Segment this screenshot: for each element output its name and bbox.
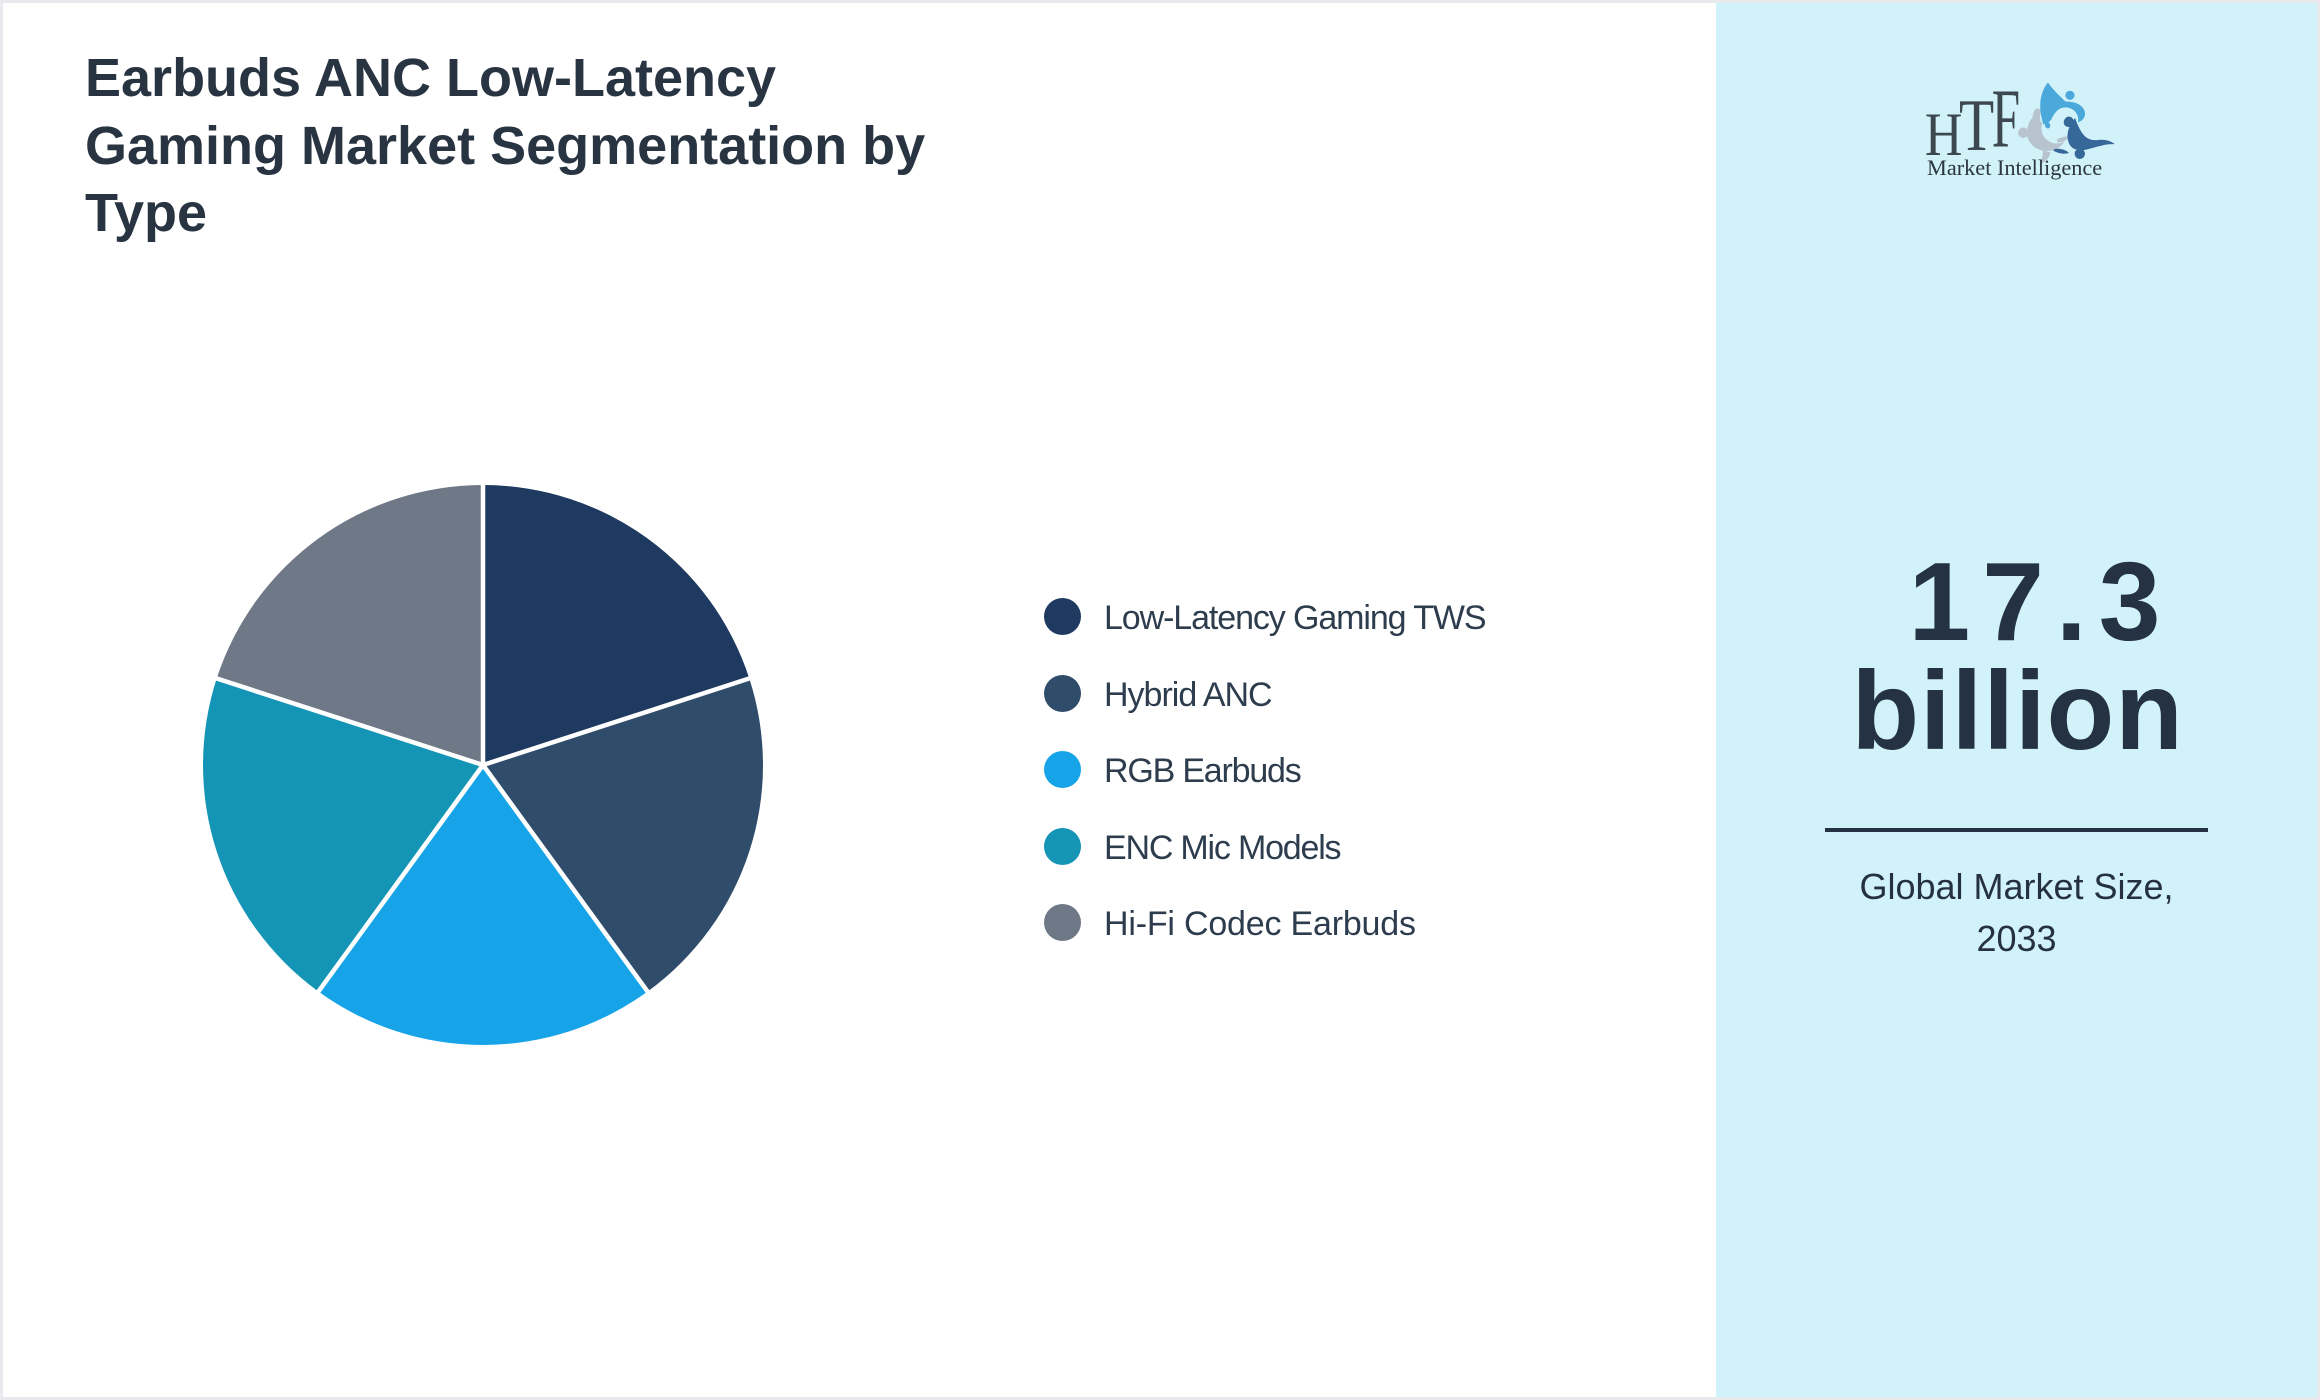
svg-text:T: T	[1959, 85, 1994, 167]
svg-text:H: H	[1925, 101, 1963, 169]
svg-text:F: F	[1992, 75, 2020, 165]
